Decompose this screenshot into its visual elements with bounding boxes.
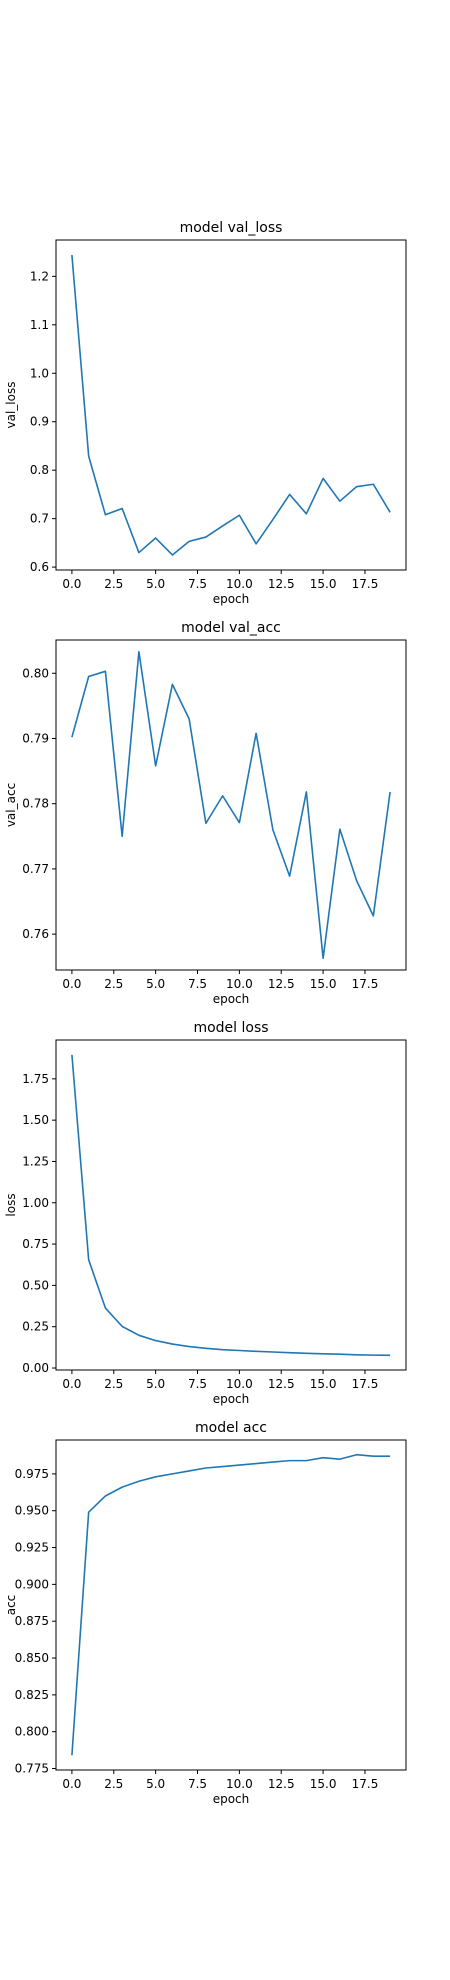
y-tick-label: 0.850 [15, 1651, 49, 1665]
x-axis-label: epoch [213, 1792, 250, 1806]
y-tick-label: 0.975 [15, 1467, 49, 1481]
axes-frame [55, 239, 407, 571]
y-tick-label: 0.80 [22, 666, 49, 680]
x-tick-label: 15.0 [310, 1777, 337, 1791]
x-tick-label: 12.5 [268, 1777, 295, 1791]
y-tick-label: 0.8 [30, 463, 49, 477]
y-tick-label: 0.950 [15, 1504, 49, 1518]
x-tick-label: 0.0 [62, 1377, 81, 1391]
y-axis-label: loss [4, 1193, 18, 1216]
y-tick-label: 1.1 [30, 318, 49, 332]
x-tick-label: 2.5 [104, 1777, 123, 1791]
y-tick-label: 0.78 [22, 797, 49, 811]
x-tick-label: 5.0 [146, 1777, 165, 1791]
y-tick-label: 0.875 [15, 1614, 49, 1628]
y-axis-label: val_loss [4, 382, 18, 429]
chart-title: model acc [195, 1420, 267, 1436]
y-tick-label: 0.25 [22, 1320, 49, 1334]
x-tick-label: 7.5 [188, 1777, 207, 1791]
x-tick-label: 10.0 [226, 1777, 253, 1791]
y-tick-label: 1.50 [22, 1113, 49, 1127]
series-line [71, 650, 391, 960]
y-axis-label: acc [4, 1595, 18, 1616]
y-tick-label: 0.50 [22, 1278, 49, 1292]
chart-model-acc: model acc 0.0 2.5 5.0 7.5 10.0 12.5 15.0 17.5 0.7… [4, 1420, 407, 1806]
x-tick-label: 7.5 [188, 1377, 207, 1391]
y-tick-label: 1.75 [22, 1072, 49, 1086]
y-tick-label: 0.79 [22, 731, 49, 745]
x-axis-label: epoch [213, 1392, 250, 1406]
y-tick-label: 0.800 [15, 1725, 49, 1739]
x-tick-label: 2.5 [104, 977, 123, 991]
axes-frame [55, 1039, 407, 1371]
y-tick-label: 1.0 [30, 366, 49, 380]
x-tick-label: 10.0 [226, 977, 253, 991]
y-tick-label: 1.00 [22, 1196, 49, 1210]
x-tick-label: 17.5 [352, 1777, 379, 1791]
chart-model-loss: model loss 0.0 2.5 5.0 7.5 10.0 12.5 15.0 17.5 0.… [4, 1020, 407, 1406]
y-tick-label: 0.77 [22, 862, 49, 876]
x-tick-label: 17.5 [352, 577, 379, 591]
y-tick-label: 0.76 [22, 927, 49, 941]
x-tick-label: 7.5 [188, 577, 207, 591]
x-tick-label: 2.5 [104, 1377, 123, 1391]
x-tick-label: 5.0 [146, 1377, 165, 1391]
x-tick-label: 10.0 [226, 577, 253, 591]
x-tick-label: 15.0 [310, 977, 337, 991]
y-tick-label: 0.00 [22, 1361, 49, 1375]
x-tick-label: 12.5 [268, 1377, 295, 1391]
y-tick-label: 1.25 [22, 1154, 49, 1168]
series-line [71, 1054, 391, 1357]
chart-model-val-acc: model val_acc 0.0 2.5 5.0 7.5 10.0 12.5 15.0 17.… [4, 620, 407, 1006]
chart-title: model val_acc [181, 620, 281, 636]
x-tick-label: 5.0 [146, 977, 165, 991]
axes-frame [55, 1439, 407, 1771]
y-tick-label: 0.6 [30, 560, 49, 574]
y-axis-label: val_acc [4, 783, 18, 827]
x-tick-label: 0.0 [62, 1777, 81, 1791]
x-tick-label: 15.0 [310, 577, 337, 591]
x-tick-label: 15.0 [310, 1377, 337, 1391]
series-line [71, 254, 391, 556]
x-tick-label: 10.0 [226, 1377, 253, 1391]
x-tick-label: 2.5 [104, 577, 123, 591]
y-tick-label: 0.900 [15, 1577, 49, 1591]
y-tick-label: 0.925 [15, 1541, 49, 1555]
series-line [71, 1453, 391, 1756]
x-axis-label: epoch [213, 992, 250, 1006]
x-tick-label: 12.5 [268, 977, 295, 991]
x-tick-label: 12.5 [268, 577, 295, 591]
chart-title: model loss [193, 1020, 268, 1036]
axes-frame [55, 639, 407, 971]
x-axis-label: epoch [213, 592, 250, 606]
x-tick-label: 7.5 [188, 977, 207, 991]
x-tick-label: 17.5 [352, 1377, 379, 1391]
y-tick-label: 0.825 [15, 1688, 49, 1702]
x-tick-label: 17.5 [352, 977, 379, 991]
y-tick-label: 0.7 [30, 512, 49, 526]
y-tick-label: 1.2 [30, 269, 49, 283]
chart-title: model val_loss [180, 220, 283, 236]
chart-model-val-loss: model val_loss 0.0 2.5 5.0 7.5 10.0 12.5 15.0 17… [4, 220, 407, 606]
y-tick-label: 0.775 [15, 1762, 49, 1776]
y-tick-label: 0.9 [30, 415, 49, 429]
x-tick-label: 0.0 [62, 977, 81, 991]
x-tick-label: 5.0 [146, 577, 165, 591]
y-tick-label: 0.75 [22, 1237, 49, 1251]
x-tick-label: 0.0 [62, 577, 81, 591]
